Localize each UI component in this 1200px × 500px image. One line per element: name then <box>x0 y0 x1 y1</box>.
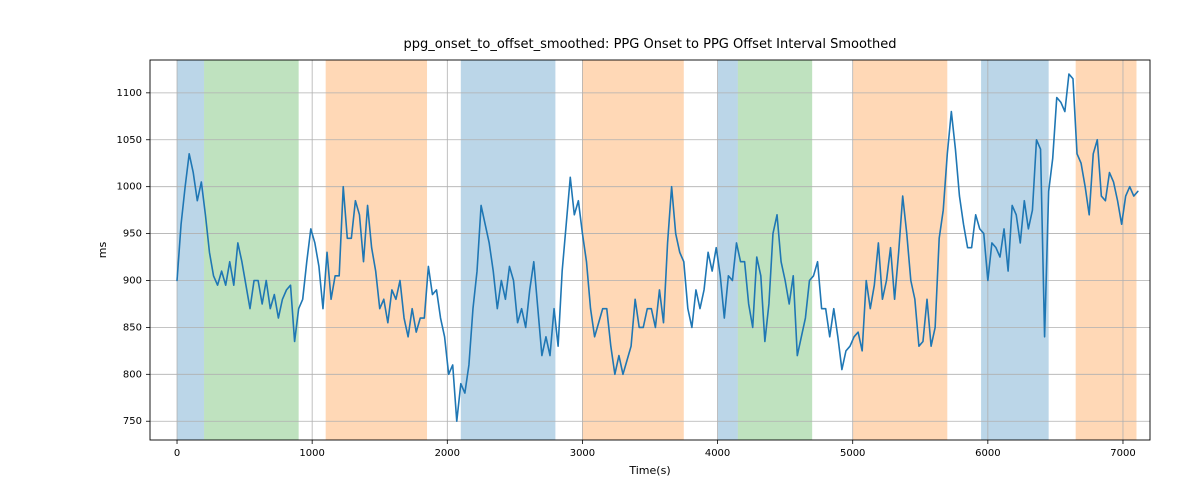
y-tick-label: 850 <box>123 322 142 333</box>
y-axis-label: ms <box>96 242 109 259</box>
y-tick-label: 900 <box>123 275 142 286</box>
x-tick-label: 3000 <box>570 448 595 459</box>
shaded-band <box>1076 60 1137 440</box>
x-tick-label: 6000 <box>975 448 1000 459</box>
x-tick-label: 2000 <box>435 448 460 459</box>
x-tick-label: 1000 <box>299 448 324 459</box>
x-axis-ticks: 0 1000 2000 3000 4000 5000 6000 7000 <box>174 440 1136 459</box>
y-tick-label: 1000 <box>117 182 142 193</box>
chart-figure: ppg_onset_to_offset_smoothed: PPG Onset … <box>0 0 1200 500</box>
x-tick-label: 7000 <box>1110 448 1135 459</box>
plot-area <box>150 60 1150 440</box>
shaded-band <box>738 60 812 440</box>
shaded-band <box>461 60 556 440</box>
y-tick-label: 1050 <box>117 135 142 146</box>
chart-svg: ppg_onset_to_offset_smoothed: PPG Onset … <box>0 0 1200 500</box>
y-tick-label: 1100 <box>117 88 142 99</box>
chart-title: ppg_onset_to_offset_smoothed: PPG Onset … <box>403 37 896 52</box>
y-tick-label: 750 <box>123 416 142 427</box>
shaded-band <box>177 60 204 440</box>
shaded-band <box>582 60 683 440</box>
y-axis-ticks: 750 800 850 900 950 1000 1050 1100 <box>117 88 150 427</box>
y-tick-label: 800 <box>123 369 142 380</box>
x-tick-label: 0 <box>174 448 180 459</box>
shaded-band <box>853 60 948 440</box>
shaded-band <box>204 60 299 440</box>
x-tick-label: 5000 <box>840 448 865 459</box>
x-tick-label: 4000 <box>705 448 730 459</box>
shaded-band <box>718 60 738 440</box>
x-axis-label: Time(s) <box>628 464 670 477</box>
y-tick-label: 950 <box>123 229 142 240</box>
